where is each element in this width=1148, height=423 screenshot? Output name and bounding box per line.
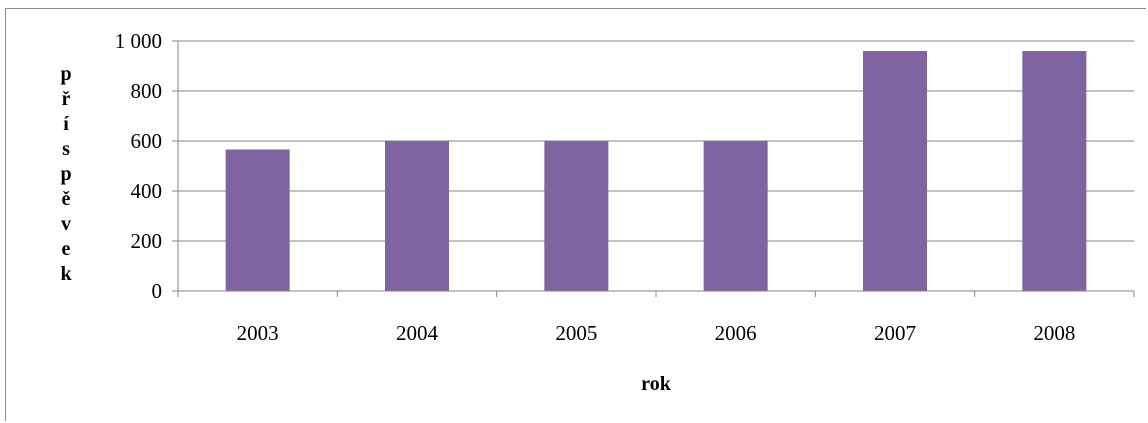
x-axis-title: rok: [641, 373, 672, 395]
y-axis-title-letter: ř: [62, 88, 71, 110]
y-axis-title-letter: e: [62, 238, 71, 260]
x-tick-label: 2007: [874, 321, 916, 345]
bar: [863, 51, 927, 291]
x-tick-label: 2006: [715, 321, 757, 345]
y-axis-title-letter: s: [62, 138, 70, 160]
gridlines: [172, 40, 1134, 292]
y-axis-title-letter: í: [63, 113, 69, 135]
bar: [544, 141, 609, 291]
x-tick-label: 2008: [1033, 321, 1075, 345]
y-axis-title-letter: p: [60, 163, 71, 185]
x-tick-label: 2004: [396, 321, 439, 345]
chart-frame: [5, 8, 1146, 421]
y-axis-title-letter: k: [60, 263, 72, 285]
y-tick-label: 200: [131, 229, 163, 253]
y-axis-title-letter: ě: [62, 188, 71, 210]
y-axis-title-letter: v: [61, 213, 71, 235]
bar: [385, 141, 449, 291]
axes: [177, 41, 1135, 297]
y-tick-label: 600: [131, 129, 163, 153]
y-tick-label: 400: [131, 179, 163, 203]
x-tick-label: 2003: [237, 321, 279, 345]
bars: [225, 51, 1087, 291]
x-tick-labels: 2003 2004 2005 2006 2007 2008: [237, 321, 1076, 345]
y-tick-label: 1 000: [115, 29, 162, 53]
bar: [703, 141, 768, 291]
x-tick-label: 2005: [555, 321, 597, 345]
y-tick-label: 0: [152, 279, 163, 303]
bar: [225, 149, 290, 291]
y-tick-labels: 0 200 400 600 800 1 000: [115, 29, 162, 303]
y-axis-title-letter: p: [60, 63, 71, 85]
bar: [1022, 51, 1087, 291]
y-tick-label: 800: [131, 79, 163, 103]
